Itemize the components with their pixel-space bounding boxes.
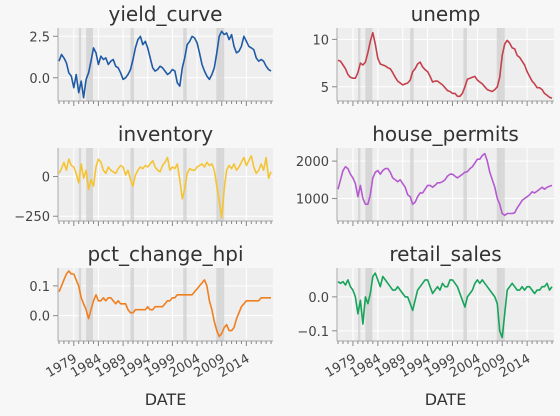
panel-yield_curve: 0.0 2.5 yield_curve (29, 2, 273, 106)
x-axis-label: DATE (145, 390, 187, 409)
y-tick-label: 0.1 (29, 280, 50, 295)
recession-band (78, 28, 82, 101)
plot-area (337, 268, 554, 341)
chart-title: pct_change_hpi (87, 242, 243, 266)
recession-band (410, 148, 414, 221)
recession-band (183, 28, 187, 101)
series-line-retail_sales (337, 272, 553, 339)
chart-title: unemp (411, 2, 481, 26)
plot-area (58, 28, 273, 101)
y-tick-label: 2000 (296, 155, 329, 170)
y-tick-label: 0.0 (308, 291, 329, 306)
recession-band (463, 28, 467, 101)
recession-band (357, 148, 361, 221)
recession-band (216, 28, 225, 101)
recession-band (365, 268, 373, 341)
panel-inventory: −250 0 inventory (14, 122, 273, 226)
chart-title: yield_curve (109, 2, 223, 26)
recession-band (78, 148, 82, 221)
recession-band (365, 148, 373, 221)
y-tick-label: 2.5 (29, 30, 50, 45)
y-tick-label: 5 (321, 81, 329, 96)
plot-area (337, 148, 554, 221)
panel-unemp: 5 10 unemp (312, 2, 554, 106)
panel-retail_sales: −0.10.0retail_sales197919841989199419992… (297, 242, 554, 409)
chart-title: retail_sales (389, 242, 501, 266)
panel-house_permits: 1000 2000 house_permits (296, 122, 554, 226)
chart-title: house_permits (372, 122, 518, 146)
recession-band (463, 148, 467, 221)
plot-area (58, 268, 273, 341)
y-tick-label: 10 (312, 33, 329, 48)
recession-band (496, 268, 505, 341)
y-tick-label: −0.1 (297, 325, 329, 340)
series-line-house_permits (337, 152, 553, 217)
panel-pct_change_hpi: 0.00.1pct_change_hpi19791984198919941999… (29, 242, 273, 409)
recession-band (86, 268, 94, 341)
recession-band (357, 28, 361, 101)
series-line-pct_change_hpi (58, 270, 271, 338)
recession-band (410, 28, 414, 101)
recession-band (216, 148, 225, 221)
recession-band (496, 148, 505, 221)
series-line-yield_curve (58, 30, 272, 99)
recession-band (365, 28, 373, 101)
y-tick-label: 1000 (296, 193, 329, 208)
recession-band (130, 268, 134, 341)
y-tick-label: −250 (14, 210, 50, 225)
recession-band (216, 268, 225, 341)
x-axis-label: DATE (425, 390, 467, 409)
series-line-inventory (58, 155, 272, 219)
recession-band (183, 268, 187, 341)
recession-band (410, 268, 414, 341)
y-tick-label: 0.0 (29, 310, 50, 325)
y-tick-label: 0.0 (29, 72, 50, 87)
recession-band (78, 268, 82, 341)
chart-title: inventory (118, 122, 213, 146)
series-line-unemp (337, 31, 553, 99)
y-tick-label: 0 (42, 171, 50, 186)
